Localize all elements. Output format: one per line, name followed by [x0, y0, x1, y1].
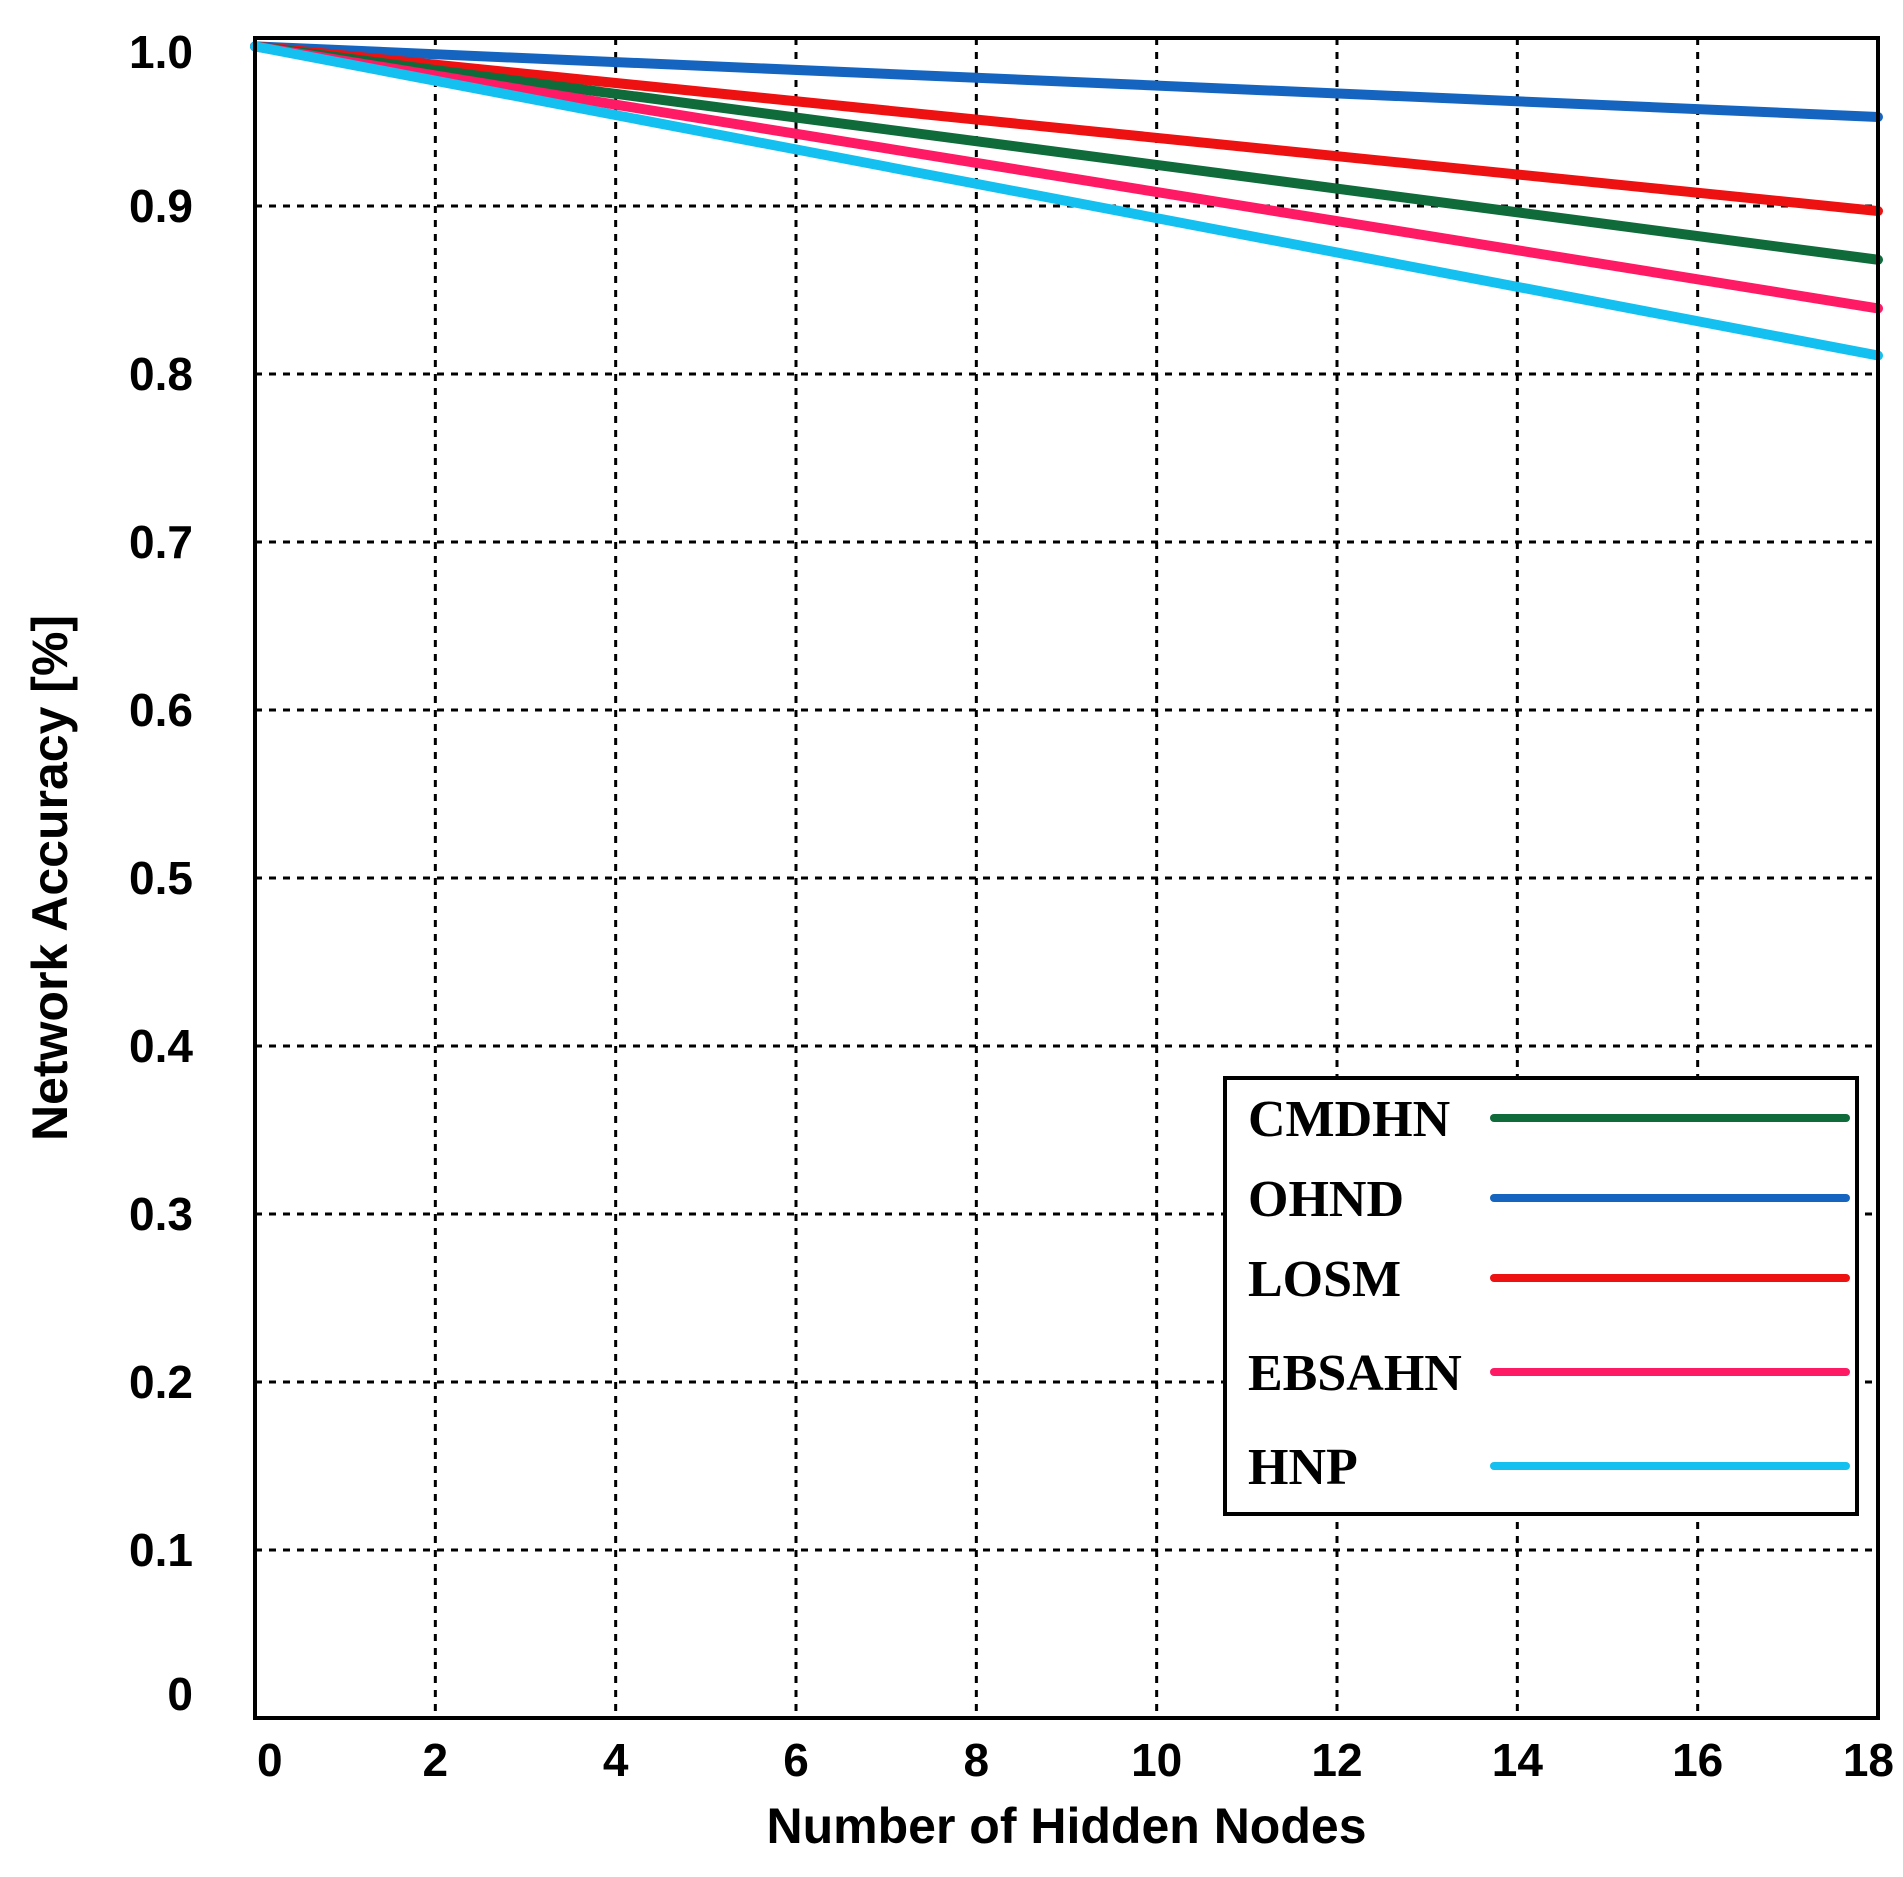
legend-label-ohnd: OHND [1248, 1171, 1404, 1228]
y-tick-label: 0 [167, 1668, 193, 1720]
x-tick-label: 6 [783, 1734, 809, 1786]
y-tick-label: 1.0 [129, 26, 193, 78]
x-tick-label: 2 [423, 1734, 449, 1786]
x-tick-label: 0 [257, 1734, 283, 1786]
legend: CMDHN OHND LOSM EBSAHN HNP [1223, 1076, 1859, 1516]
legend-label-ebsahn: EBSAHN [1248, 1345, 1462, 1402]
y-tick-label: 0.7 [129, 516, 193, 568]
y-tick-label: 0.2 [129, 1356, 193, 1408]
series-line-ebsahn [250, 41, 1883, 314]
y-tick-label: 0.1 [129, 1524, 193, 1576]
legend-label-cmdhn: CMDHN [1248, 1091, 1450, 1148]
series-line-hnp [250, 41, 1883, 361]
y-tick-label: 0.4 [129, 1020, 193, 1072]
y-tick-label: 0.5 [129, 852, 193, 904]
plot-area-frame [253, 36, 1880, 1720]
x-tick-label: 18 [1843, 1734, 1894, 1786]
y-tick-label: 0.6 [129, 684, 193, 736]
legend-label-hnp: HNP [1248, 1439, 1358, 1496]
y-axis-title: Network Accuracy [%] [22, 615, 78, 1141]
y-tick-label: 0.8 [129, 348, 193, 400]
series-lines [250, 41, 1883, 361]
x-tick-label: 16 [1672, 1734, 1723, 1786]
x-axis-ticks: 0 2 4 6 8 10 12 14 16 18 [257, 1734, 1894, 1786]
grid [255, 38, 1878, 1718]
x-tick-label: 12 [1311, 1734, 1362, 1786]
y-tick-label: 0.9 [129, 180, 193, 232]
series-line-losm [250, 41, 1883, 217]
x-tick-label: 10 [1131, 1734, 1182, 1786]
x-axis-title: Number of Hidden Nodes [766, 1798, 1366, 1854]
legend-box [1223, 1076, 1859, 1516]
legend-label-losm: LOSM [1248, 1251, 1401, 1308]
x-tick-label: 14 [1492, 1734, 1544, 1786]
series-line-ohnd [250, 41, 1883, 122]
x-tick-label: 4 [603, 1734, 629, 1786]
y-tick-label: 0.3 [129, 1188, 193, 1240]
y-axis-ticks: 0 0.1 0.2 0.3 0.4 0.5 0.6 0.7 0.8 0.9 1.0 [129, 26, 193, 1720]
series-line-cmdhn [250, 41, 1883, 265]
x-tick-label: 8 [964, 1734, 990, 1786]
